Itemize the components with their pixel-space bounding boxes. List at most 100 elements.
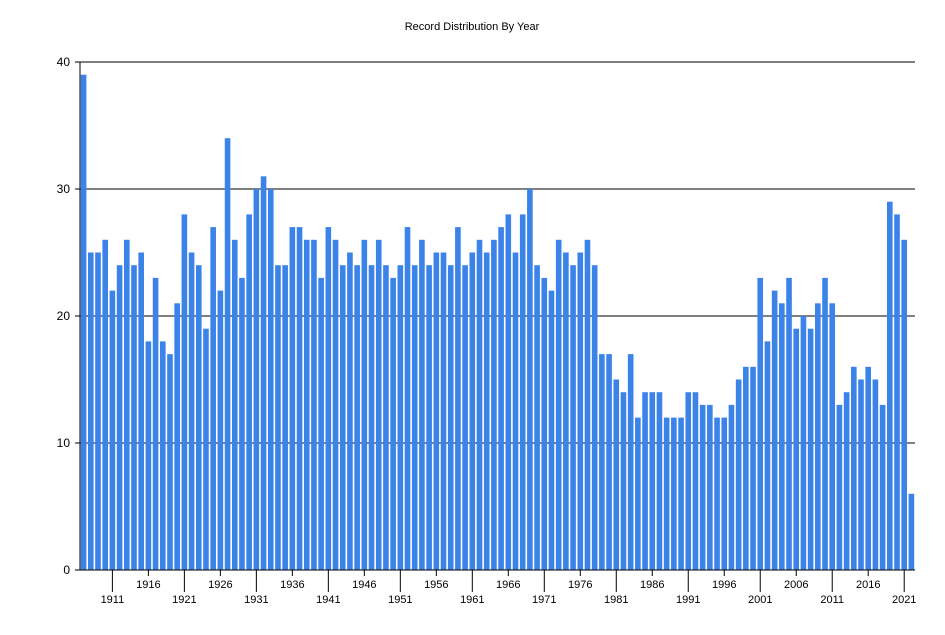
bar [541, 277, 548, 570]
bar [195, 265, 202, 570]
bar [282, 265, 288, 570]
bar [584, 239, 591, 571]
bar [332, 239, 339, 571]
bar [887, 201, 893, 570]
y-tick-label: 10 [57, 436, 71, 450]
bar [419, 239, 425, 571]
bar [879, 404, 886, 570]
x-tick-label: 1966 [496, 579, 520, 591]
bar [483, 252, 490, 570]
bar [404, 227, 411, 570]
bar [231, 239, 238, 571]
bar [375, 239, 382, 571]
bar [253, 189, 260, 570]
bar [512, 252, 519, 570]
bar [447, 265, 454, 570]
bar [354, 265, 360, 570]
bar [181, 214, 188, 570]
bar [361, 239, 368, 571]
bar [527, 189, 533, 570]
bar [635, 417, 641, 570]
x-tick-label: 1936 [280, 579, 304, 591]
x-tick-label: 1931 [244, 594, 268, 606]
bar [656, 392, 663, 570]
x-tick-label: 1996 [712, 579, 736, 591]
bar [397, 265, 404, 570]
bar [555, 239, 562, 571]
bar [210, 227, 216, 570]
bar [649, 392, 656, 570]
x-tick-label: 1946 [352, 579, 376, 591]
bar [80, 74, 87, 570]
bar [779, 303, 785, 570]
y-tick-label: 40 [57, 55, 71, 69]
bar [188, 252, 195, 570]
x-tick-label: 1941 [316, 594, 340, 606]
bar [757, 277, 764, 570]
bar [699, 404, 706, 570]
bar [159, 341, 166, 570]
bar [203, 328, 209, 570]
bar [174, 303, 180, 570]
bar [627, 354, 634, 570]
bars [80, 74, 915, 571]
bar [685, 392, 692, 570]
bar [383, 265, 389, 570]
x-tick-label: 1991 [676, 594, 700, 606]
bar [440, 252, 447, 570]
bar [239, 277, 245, 570]
bar [311, 239, 317, 571]
bar [303, 239, 310, 571]
x-tick-label: 1911 [101, 594, 125, 606]
bar [663, 417, 670, 570]
bar [786, 277, 792, 570]
bar [476, 239, 483, 571]
bar [411, 265, 418, 570]
bar [865, 366, 872, 570]
bar [519, 214, 526, 570]
bar [534, 265, 540, 570]
bar [807, 328, 814, 570]
x-tick-label: 2021 [892, 594, 916, 606]
bar [577, 252, 584, 570]
x-tick-label: 1956 [424, 579, 448, 591]
bar [339, 265, 346, 570]
bar [505, 214, 512, 570]
bar [894, 214, 900, 570]
x-tick-label: 1986 [640, 579, 664, 591]
y-tick-label: 20 [57, 309, 71, 323]
bar [548, 290, 555, 570]
bar [743, 366, 749, 570]
bar [620, 392, 627, 570]
bar [735, 379, 742, 570]
bar [469, 252, 476, 570]
bar [296, 227, 303, 570]
bar [764, 341, 771, 570]
bar [224, 138, 231, 570]
bar [836, 404, 843, 570]
bar [138, 252, 144, 570]
bar [843, 392, 850, 570]
x-tick-label: 1951 [388, 594, 412, 606]
bar [267, 189, 274, 570]
bar [289, 227, 296, 570]
bar [822, 277, 828, 570]
bar [116, 265, 123, 570]
x-tick-label: 1926 [208, 579, 232, 591]
bar [771, 290, 778, 570]
bar [815, 303, 821, 570]
bar [872, 379, 879, 570]
bar [433, 252, 440, 570]
bar [246, 214, 252, 570]
bar [217, 290, 224, 570]
bar [563, 252, 569, 570]
bar [109, 290, 116, 570]
x-tick-label: 2016 [856, 579, 880, 591]
bar [167, 354, 173, 570]
bar [908, 493, 915, 570]
bar [455, 227, 461, 570]
bar [858, 379, 864, 570]
bar [591, 265, 598, 570]
bar [498, 227, 504, 570]
